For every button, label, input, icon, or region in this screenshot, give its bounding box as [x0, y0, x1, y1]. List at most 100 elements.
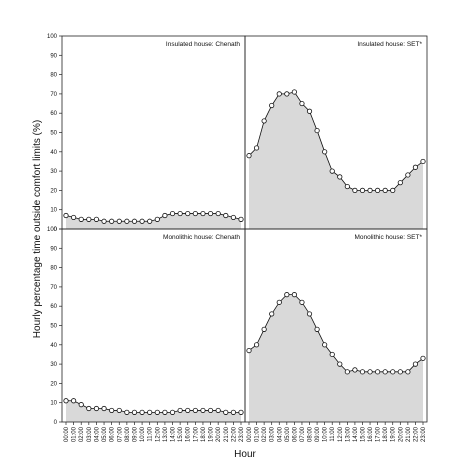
data-point	[230, 409, 236, 415]
x-tick-label: 08:00	[308, 426, 314, 442]
x-tick-label: 22:00	[231, 426, 237, 442]
data-point	[63, 398, 69, 404]
data-point	[420, 158, 426, 165]
data-point	[306, 108, 313, 114]
x-tick-label: 07:00	[117, 426, 123, 442]
data-point	[185, 407, 191, 414]
data-point	[390, 187, 396, 193]
data-point	[405, 369, 411, 375]
panel-title: Insulated house: Chenath	[166, 41, 240, 48]
data-point	[291, 89, 297, 95]
data-point	[276, 299, 282, 305]
data-point	[207, 407, 214, 414]
data-point	[420, 355, 426, 361]
y-tick-label: 80	[50, 73, 57, 79]
panel-frame	[61, 228, 246, 423]
data-point	[314, 326, 320, 332]
data-point	[322, 149, 328, 155]
x-tick-label: 10:00	[140, 426, 146, 442]
data-point	[93, 216, 100, 222]
x-tick-label: 09:00	[315, 426, 321, 442]
panel-grid: Insulated house: Chenath Insulated house:…	[47, 34, 428, 442]
x-tick-label: 06:00	[292, 426, 298, 442]
y-tick-label: 70	[50, 285, 57, 291]
panel-2: Insulated house: SET*	[244, 35, 428, 230]
y-tick-label: 70	[50, 92, 57, 98]
data-point	[375, 369, 381, 375]
data-point	[291, 292, 297, 298]
data-point	[147, 218, 153, 224]
y-tick-label: 40	[50, 343, 57, 349]
x-tick-label: 10:00	[323, 426, 329, 442]
data-point	[207, 210, 214, 217]
y-tick-label: 90	[50, 246, 57, 252]
y-tick-label: 90	[50, 53, 57, 59]
data-point	[200, 407, 206, 414]
data-point	[246, 347, 252, 354]
y-tick-label: 10	[50, 401, 57, 407]
data-point	[139, 218, 145, 224]
data-point	[314, 127, 320, 134]
x-tick-label: 18:00	[383, 426, 389, 442]
data-point	[93, 405, 100, 412]
data-point	[131, 409, 138, 415]
x-tick-label: 09:00	[132, 426, 138, 442]
y-tick-label: 40	[50, 150, 57, 156]
data-point	[109, 218, 115, 224]
x-tick-label: 21:00	[406, 426, 412, 442]
data-point	[253, 342, 260, 348]
data-point	[261, 118, 267, 124]
data-point	[223, 212, 229, 219]
data-point	[382, 369, 388, 375]
data-point	[352, 367, 358, 373]
y-axis-title: Hourly percentage time outside comfort l…	[32, 120, 43, 338]
x-tick-label: 11:00	[148, 426, 154, 441]
x-tick-label: 14:00	[171, 426, 177, 442]
data-point	[154, 216, 160, 222]
data-point	[306, 311, 313, 317]
y-tick-label: 0	[54, 420, 58, 426]
data-point	[230, 214, 236, 221]
data-point	[154, 409, 160, 415]
y-tick-label: 60	[50, 111, 57, 117]
data-point	[169, 409, 176, 415]
panel-frame	[61, 35, 246, 230]
x-tick-label: 22:00	[413, 426, 419, 442]
x-tick-label: 08:00	[125, 426, 131, 442]
data-point	[367, 369, 373, 375]
x-tick-label: 02:00	[79, 426, 85, 442]
y-tick-label: 20	[50, 381, 57, 387]
x-tick-label: 02:00	[262, 426, 268, 442]
data-point	[238, 216, 244, 222]
data-point	[192, 210, 198, 217]
y-tick-label: 80	[50, 266, 57, 272]
panel-4: Monolithic house: SET*	[244, 228, 428, 423]
data-point	[215, 210, 221, 217]
data-point	[337, 361, 343, 367]
data-point	[124, 409, 130, 415]
panel-frame	[244, 228, 428, 423]
data-point	[367, 187, 373, 193]
data-point	[71, 398, 77, 404]
panel-title: Monolithic house: Chenath	[163, 234, 240, 241]
x-tick-label: 19:00	[209, 426, 215, 442]
data-point	[412, 361, 419, 367]
data-point	[86, 405, 92, 412]
x-tick-label: 01:00	[72, 426, 78, 442]
x-tick-label: 17:00	[376, 426, 382, 442]
y-tick-label: 10	[50, 208, 57, 214]
y-tick-label: 20	[50, 188, 57, 194]
data-point	[71, 214, 77, 221]
data-point	[299, 299, 305, 305]
series-area	[249, 294, 423, 422]
data-point	[337, 174, 343, 180]
data-point	[200, 210, 206, 217]
x-tick-label: 06:00	[110, 426, 116, 442]
data-point	[269, 102, 275, 109]
series-area	[66, 400, 241, 422]
data-point	[322, 342, 328, 348]
x-tick-label: 23:00	[421, 426, 427, 442]
x-tick-label: 20:00	[216, 426, 222, 442]
data-point	[269, 311, 275, 317]
